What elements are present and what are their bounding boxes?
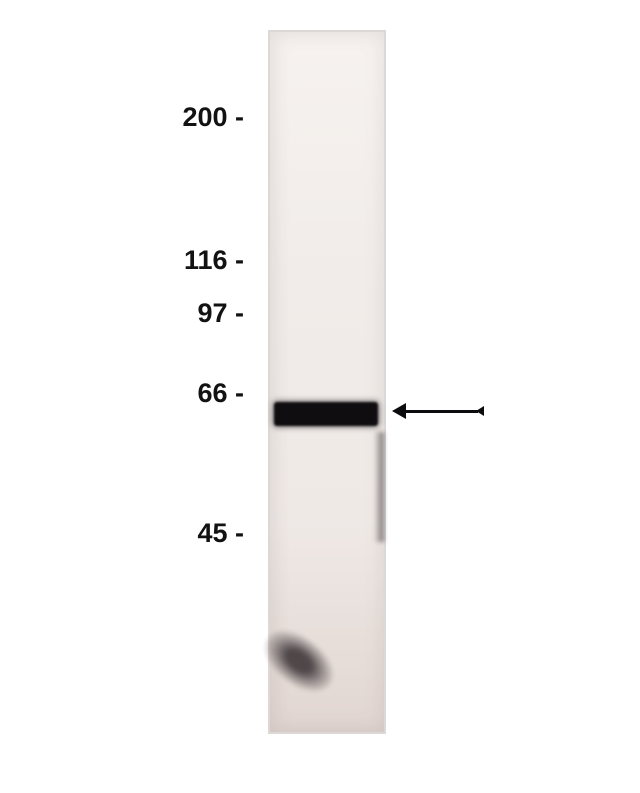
arrow-head-icon <box>392 403 406 419</box>
band-arrow <box>0 0 640 793</box>
arrow-shaft <box>404 410 478 413</box>
blot-figure: 200 -116 -97 -66 -45 - <box>0 0 640 793</box>
arrow-tail-icon <box>476 406 484 416</box>
